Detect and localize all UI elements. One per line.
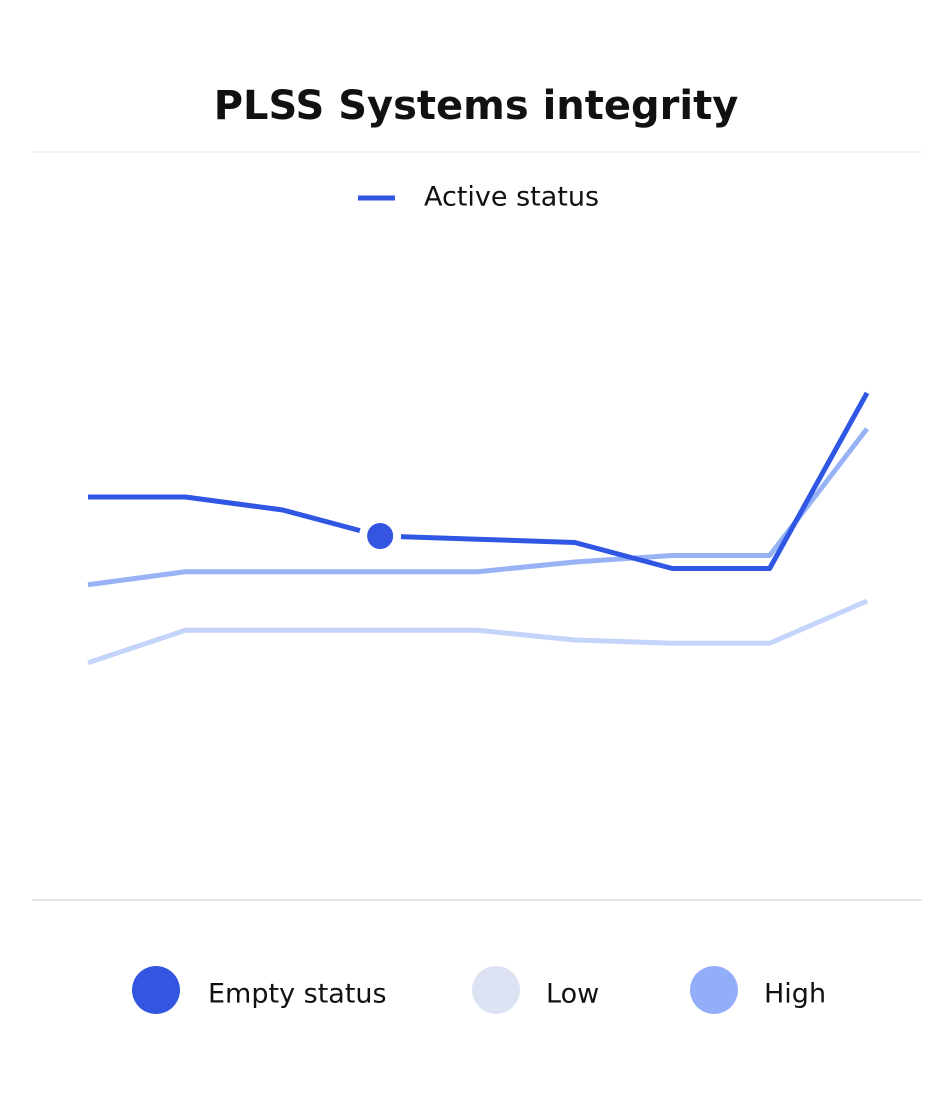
- series-line: [88, 391, 870, 571]
- legend-dot: [132, 966, 180, 1014]
- legend-dot: [472, 966, 520, 1014]
- legend-label: Empty status: [208, 979, 387, 1010]
- legend-label: High: [764, 979, 826, 1010]
- chart-title: PLSS Systems integrity: [214, 83, 739, 129]
- highlight-point: [359, 515, 402, 557]
- series-line: [87, 427, 869, 588]
- legend-label: Low: [546, 979, 599, 1010]
- legend-dot: [690, 966, 738, 1014]
- series-line: [87, 598, 868, 666]
- legend-label: Active status: [424, 182, 599, 213]
